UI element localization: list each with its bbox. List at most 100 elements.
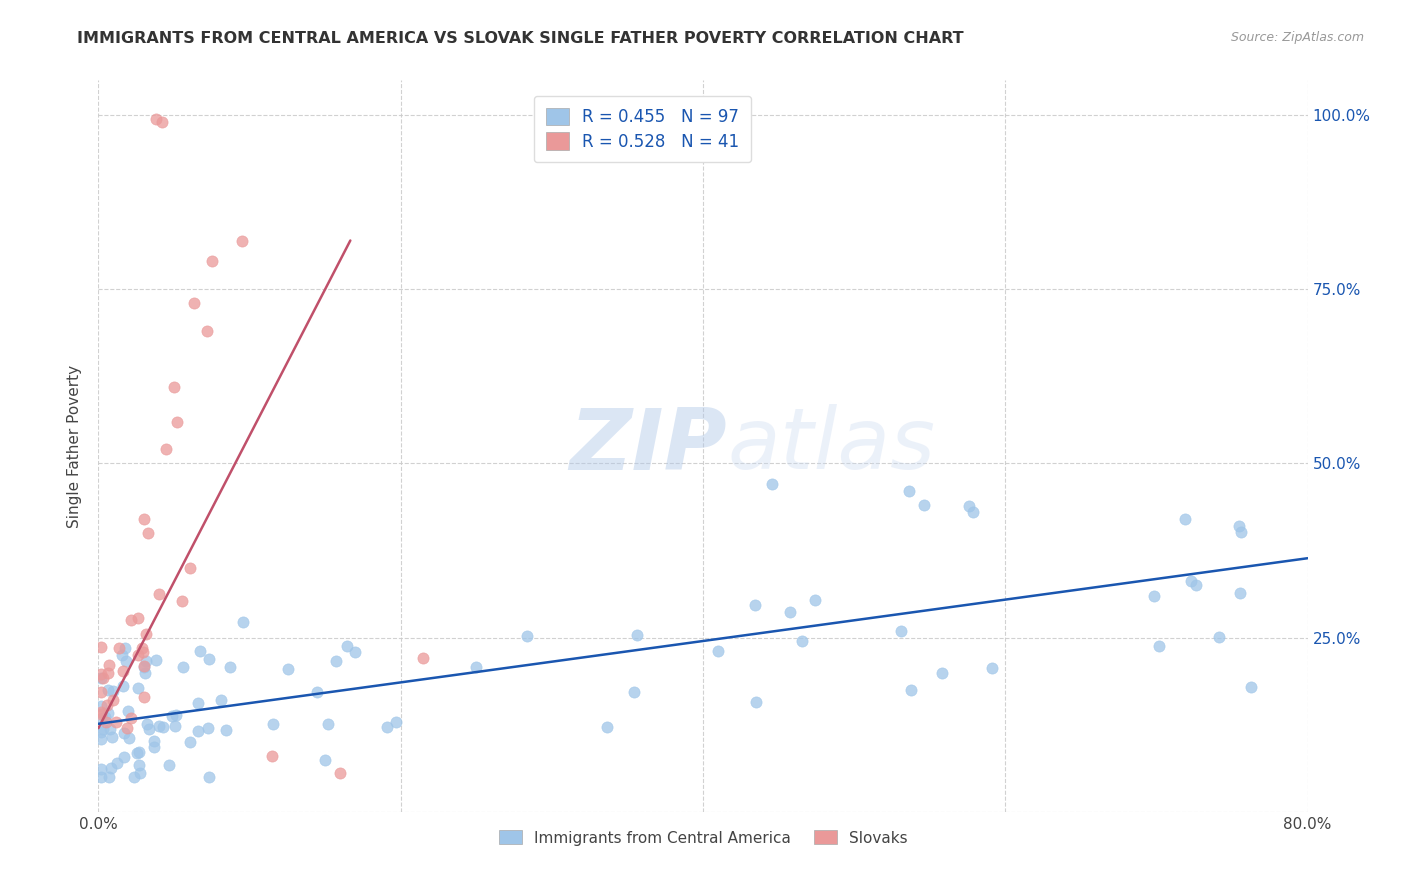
Point	[1240, 680, 1263, 694]
Point	[148, 718, 170, 732]
Point	[166, 415, 188, 429]
Point	[188, 644, 211, 658]
Point	[128, 758, 150, 772]
Point	[90, 705, 112, 719]
Point	[262, 716, 284, 731]
Point	[157, 758, 180, 772]
Point	[127, 681, 149, 695]
Text: atlas: atlas	[727, 404, 935, 488]
Point	[336, 639, 359, 653]
Y-axis label: Single Father Poverty: Single Father Poverty	[67, 365, 83, 527]
Point	[790, 634, 813, 648]
Point	[1143, 589, 1166, 603]
Point	[127, 611, 149, 625]
Point	[912, 498, 935, 512]
Point	[90, 671, 112, 685]
Point	[325, 655, 347, 669]
Point	[195, 324, 218, 338]
Point	[98, 657, 121, 672]
Point	[744, 598, 766, 612]
Point	[120, 614, 142, 628]
Point	[127, 746, 149, 760]
Point	[90, 725, 112, 739]
Point	[623, 685, 645, 699]
Point	[152, 720, 174, 734]
Point	[122, 770, 145, 784]
Point	[804, 592, 827, 607]
Point	[187, 696, 209, 710]
Point	[134, 665, 156, 680]
Point	[215, 723, 238, 738]
Point	[931, 666, 953, 681]
Point	[962, 505, 984, 519]
Point	[761, 477, 783, 491]
Point	[1174, 512, 1197, 526]
Point	[172, 660, 194, 674]
Point	[170, 594, 193, 608]
Point	[111, 679, 134, 693]
Point	[132, 658, 155, 673]
Point	[94, 710, 117, 724]
Point	[1229, 586, 1251, 600]
Point	[129, 766, 152, 780]
Point	[145, 112, 167, 126]
Point	[980, 661, 1002, 675]
Point	[100, 731, 122, 745]
Point	[90, 699, 112, 714]
Point	[90, 770, 112, 784]
Point	[112, 750, 135, 764]
Point	[198, 651, 221, 665]
Point	[197, 722, 219, 736]
Point	[120, 711, 142, 725]
Point	[957, 499, 980, 513]
Point	[110, 648, 132, 662]
Point	[262, 749, 284, 764]
Point	[179, 734, 201, 748]
Point	[135, 654, 157, 668]
Point	[143, 734, 166, 748]
Point	[1208, 631, 1230, 645]
Point	[163, 718, 186, 732]
Point	[90, 732, 112, 747]
Point	[138, 722, 160, 736]
Point	[165, 707, 187, 722]
Point	[1180, 574, 1202, 588]
Point	[187, 723, 209, 738]
Point	[150, 115, 173, 129]
Point	[115, 721, 138, 735]
Point	[135, 626, 157, 640]
Point	[209, 693, 232, 707]
Point	[375, 720, 398, 734]
Point	[707, 644, 730, 658]
Point	[104, 714, 127, 729]
Point	[779, 605, 801, 619]
Point	[135, 716, 157, 731]
Point	[745, 695, 768, 709]
Point	[97, 666, 120, 681]
Point	[596, 720, 619, 734]
Text: IMMIGRANTS FROM CENTRAL AMERICA VS SLOVAK SINGLE FATHER POVERTY CORRELATION CHAR: IMMIGRANTS FROM CENTRAL AMERICA VS SLOVA…	[77, 31, 965, 46]
Text: ZIP: ZIP	[569, 404, 727, 488]
Point	[96, 706, 118, 721]
Point	[162, 709, 184, 723]
Point	[163, 380, 186, 394]
Point	[890, 624, 912, 638]
Point	[385, 715, 408, 730]
Point	[117, 704, 139, 718]
Point	[155, 442, 177, 457]
Point	[231, 234, 253, 248]
Point	[148, 587, 170, 601]
Point	[516, 629, 538, 643]
Point	[132, 659, 155, 673]
Point	[90, 640, 112, 655]
Legend: Immigrants from Central America, Slovaks: Immigrants from Central America, Slovaks	[492, 824, 914, 852]
Point	[97, 683, 120, 698]
Point	[412, 651, 434, 665]
Point	[232, 615, 254, 630]
Point	[100, 761, 122, 775]
Point	[90, 667, 112, 681]
Point	[90, 762, 112, 776]
Point	[91, 711, 114, 725]
Point	[183, 296, 205, 310]
Point	[132, 690, 155, 704]
